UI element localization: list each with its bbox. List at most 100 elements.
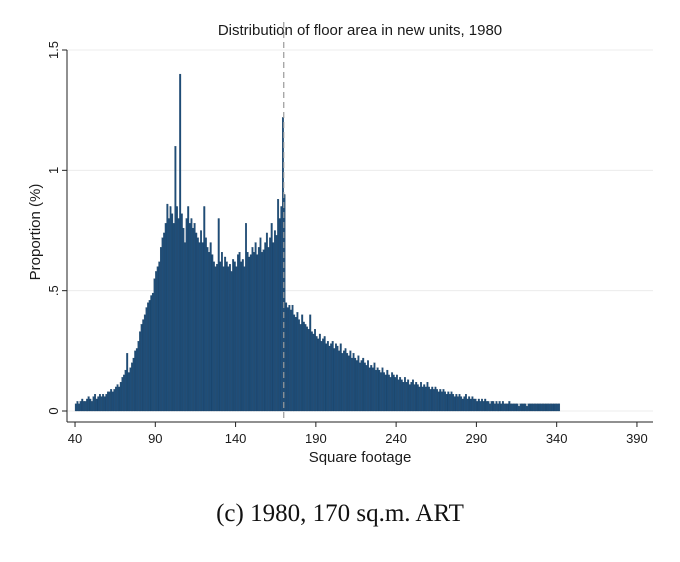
histogram-bar [447,391,450,412]
histogram-bar [448,394,451,412]
histogram-bar [137,341,140,412]
x-axis-ticks: 40 90 140 190 240 290 340 390 [68,422,648,446]
histogram-bar [323,336,326,412]
histogram-bar [527,403,530,412]
histogram-bar [317,338,320,412]
histogram-bar [404,377,406,412]
histogram-bar [479,401,482,412]
histogram-bar [402,381,405,412]
histogram-bar [495,401,498,412]
histogram-bar [343,350,345,412]
histogram-bar [180,213,183,412]
histogram-bar [261,252,263,412]
histogram-bar [249,254,252,412]
chart-title: Distribution of floor area in new units,… [218,22,502,39]
histogram-bar [265,232,268,412]
x-axis-label: Square footage [309,449,412,466]
histogram-bar [493,403,496,412]
histogram-bar [505,403,508,412]
histogram-bar [360,360,363,412]
histogram-bar [116,384,119,412]
histogram-bar [156,266,159,412]
histogram-bar [376,367,379,412]
histogram-bar [498,401,501,412]
histogram-bar [482,401,485,412]
histogram-bar [420,381,422,412]
histogram-bar [86,398,89,412]
histogram-bar [307,329,310,412]
histogram-bar [336,345,339,412]
figure-caption: (c) 1980, 170 sq.m. ART [216,500,464,527]
histogram-bar [270,223,273,412]
histogram-bar [352,353,355,412]
histogram-bar [273,230,276,412]
histogram-bar [134,350,137,412]
histogram-bar [119,381,122,412]
histogram-bar [455,394,458,412]
histogram-bar [466,398,469,412]
histogram-bar [87,396,90,412]
histogram-bar [359,362,361,412]
histogram-bar [208,252,211,412]
histogram-bar [408,384,411,412]
histogram-bar [103,396,106,412]
histogram-bar [280,206,283,412]
x-tick-label: 290 [466,431,488,446]
histogram-bar [487,401,490,412]
histogram-bar [135,348,138,412]
histogram-bar [78,403,80,412]
histogram-bar [163,232,166,412]
histogram-bar [241,259,244,412]
histogram-bar [159,247,162,412]
histogram-bar [294,317,297,412]
histogram-bar [378,369,381,412]
histogram-bar [344,348,347,412]
histogram-bar [354,357,357,412]
histogram-bar [458,394,461,412]
histogram-bar [365,365,368,412]
histogram-bar [301,314,304,412]
histogram-bar [123,374,125,412]
histogram-bar [371,367,374,412]
histogram-bar [399,377,402,412]
histogram-bar [484,398,487,412]
histogram-bar [331,341,334,412]
histogram-bar [203,206,206,412]
histogram-bar [232,259,235,412]
histogram-bar [204,237,207,412]
histogram-bar [248,256,251,412]
y-tick-label: .5 [46,285,61,296]
histogram-bar [471,396,474,412]
histogram-bar [267,247,270,412]
histogram-bar [423,384,426,412]
x-tick-label: 390 [626,431,648,446]
histogram-bar [485,401,488,412]
histogram-bar [182,227,185,412]
histogram-bar [286,307,289,412]
histogram-bar [349,350,352,412]
histogram-bar [148,300,151,412]
histogram-bar [166,203,169,412]
histogram-bar [98,394,101,412]
histogram-bar [387,374,390,412]
histogram-bars [74,73,561,412]
histogram-bar [548,403,551,412]
histogram-bar [224,256,227,412]
histogram-bar [407,379,410,412]
histogram-bar [169,206,172,412]
histogram-bar [395,374,398,412]
histogram-bar [346,353,349,412]
histogram-bar [79,401,82,412]
histogram-bar [278,218,281,412]
histogram-bar [299,324,302,412]
histogram-bar [188,223,191,412]
histogram-bar [497,403,500,412]
histogram-bar [306,326,308,412]
histogram-bar [121,377,124,412]
histogram-bar [357,355,360,412]
histogram-bar [118,386,121,412]
histogram-bar [253,252,255,412]
histogram-bar [386,369,389,412]
histogram-bar [452,394,455,412]
histogram-bar [171,213,174,412]
